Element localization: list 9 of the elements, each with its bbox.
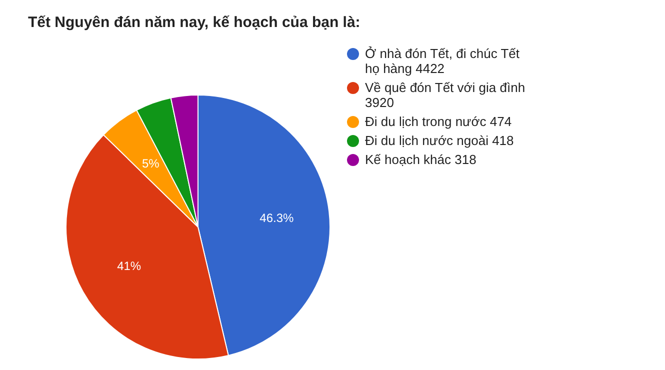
chart-title: Tết Nguyên đán năm nay, kế hoạch của bạn là:: [28, 14, 360, 31]
legend-label: Về quê đón Tết với gia đình 3920: [365, 80, 526, 110]
data-label: 41%: [117, 259, 142, 274]
legend-label: Đi du lịch trong nước 474: [365, 114, 512, 129]
data-label: 46.3%: [260, 210, 294, 225]
legend-label: Đi du lịch nước ngoài 418: [365, 133, 514, 148]
legend-label: Kế hoạch khác 318: [365, 152, 476, 167]
legend-label: Ở nhà đón Tết, đi chúc Tết họ hàng 4422: [365, 46, 520, 76]
data-label: 5%: [142, 156, 160, 171]
